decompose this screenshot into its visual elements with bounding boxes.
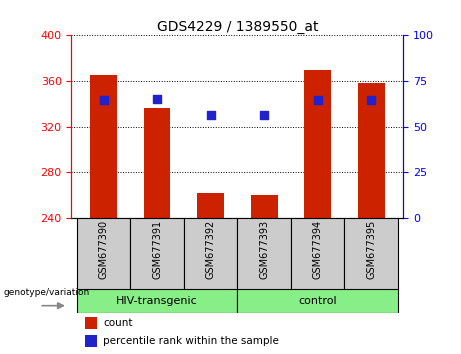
Bar: [291, 218, 344, 289]
Bar: [197, 193, 224, 218]
Bar: [344, 218, 398, 289]
Text: HIV-transgenic: HIV-transgenic: [116, 296, 198, 306]
Point: [260, 112, 268, 118]
Text: GSM677392: GSM677392: [206, 220, 216, 279]
Text: GSM677393: GSM677393: [259, 220, 269, 279]
Text: GSM677391: GSM677391: [152, 220, 162, 279]
Text: percentile rank within the sample: percentile rank within the sample: [103, 336, 279, 346]
Bar: [85, 317, 97, 329]
Title: GDS4229 / 1389550_at: GDS4229 / 1389550_at: [157, 21, 318, 34]
Bar: [144, 108, 171, 218]
Bar: [251, 195, 278, 218]
Bar: [184, 218, 237, 289]
Text: GSM677395: GSM677395: [366, 220, 376, 279]
Bar: [237, 289, 398, 313]
Text: GSM677390: GSM677390: [99, 220, 109, 279]
Text: GSM677394: GSM677394: [313, 220, 323, 279]
Bar: [77, 289, 237, 313]
Text: count: count: [103, 318, 133, 328]
Point: [314, 97, 321, 103]
Bar: [85, 335, 97, 347]
Text: control: control: [298, 296, 337, 306]
Bar: [130, 218, 184, 289]
Point: [207, 112, 214, 118]
Point: [367, 97, 375, 103]
Text: genotype/variation: genotype/variation: [4, 289, 90, 297]
Bar: [77, 218, 130, 289]
Bar: [237, 218, 291, 289]
Bar: [90, 75, 117, 218]
Point: [154, 96, 161, 102]
Bar: [358, 83, 384, 218]
Bar: [304, 70, 331, 218]
Point: [100, 97, 107, 103]
